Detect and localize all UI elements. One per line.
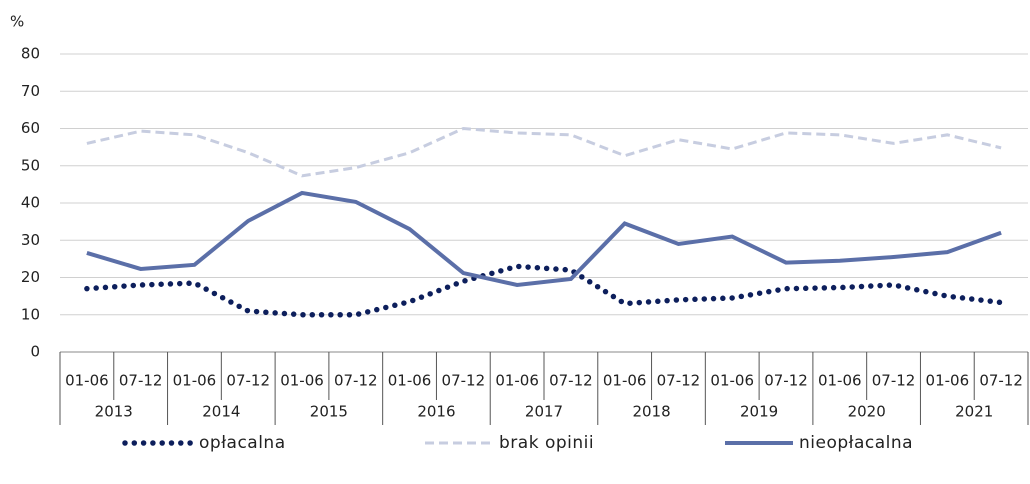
series-line: [86, 126, 1002, 178]
y-tick-label: 20: [21, 268, 40, 286]
legend-label: nieopłacalna: [799, 433, 913, 453]
series-line: [86, 190, 1002, 287]
x-tick-label: 01-06: [926, 372, 970, 390]
group-label: 2017: [525, 403, 563, 421]
y-tick-label: 70: [21, 82, 40, 100]
x-tick-label: 01-06: [818, 372, 862, 390]
group-label: 2015: [310, 403, 348, 421]
group-label: 2020: [848, 403, 886, 421]
x-tick-label: 01-06: [603, 372, 647, 390]
x-tick-label: 07-12: [334, 372, 378, 390]
x-tick-label: 01-06: [173, 372, 217, 390]
y-axis-label: %: [10, 13, 24, 31]
x-tick-label: 01-06: [495, 372, 539, 390]
y-tick-label: 80: [21, 45, 40, 63]
legend-label: brak opinii: [499, 433, 594, 453]
x-tick-label: 07-12: [226, 372, 270, 390]
x-tick-label: 01-06: [710, 372, 754, 390]
x-tick-label: 07-12: [764, 372, 808, 390]
x-tick-label: 07-12: [442, 372, 486, 390]
y-tick-label: 40: [21, 194, 40, 212]
y-tick-label: 50: [21, 156, 40, 174]
x-tick-label: 07-12: [657, 372, 701, 390]
y-tick-label: 30: [21, 231, 40, 249]
x-tick-label: 01-06: [65, 372, 109, 390]
y-tick-label: 10: [21, 305, 40, 323]
group-label: 2014: [202, 403, 240, 421]
group-label: 2016: [417, 403, 455, 421]
series-line: [84, 263, 1004, 318]
y-tick-label: 60: [21, 119, 40, 137]
x-tick-label: 07-12: [979, 372, 1023, 390]
y-tick-label: 0: [30, 343, 40, 361]
x-tick-label: 07-12: [549, 372, 593, 390]
group-label: 2021: [955, 403, 993, 421]
x-tick-label: 01-06: [280, 372, 324, 390]
group-label: 2019: [740, 403, 778, 421]
x-tick-label: 07-12: [119, 372, 163, 390]
group-label: 2018: [632, 403, 670, 421]
legend-label: opłacalna: [199, 433, 286, 453]
x-tick-label: 07-12: [872, 372, 916, 390]
x-tick-label: 01-06: [388, 372, 432, 390]
group-label: 2013: [95, 403, 133, 421]
